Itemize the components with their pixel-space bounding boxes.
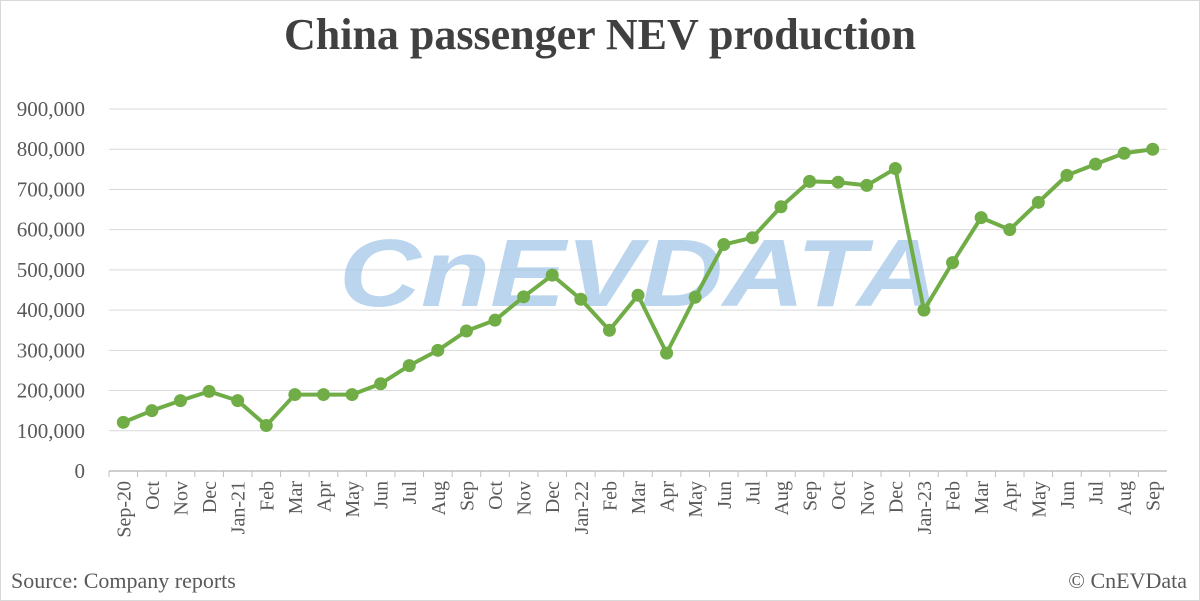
x-tick-label: Jan-21 — [228, 481, 250, 534]
x-tick-label: Sep-20 — [113, 481, 135, 538]
x-tick-label: Jul — [742, 481, 764, 505]
x-tick-label: May — [685, 481, 707, 518]
x-tick-label: Apr — [1000, 481, 1022, 512]
data-point — [545, 268, 559, 282]
data-point — [602, 323, 616, 337]
data-point — [202, 384, 216, 398]
x-tick-label: Jul — [1086, 481, 1108, 505]
x-tick-label: Apr — [313, 481, 335, 512]
data-point — [402, 359, 416, 373]
data-point — [316, 388, 330, 402]
y-axis-tick-labels: 0 100,000 200,000 300,000 400,000 500,000 600,… — [17, 97, 85, 483]
data-point — [517, 290, 531, 304]
y-tick-label: 800,000 — [17, 137, 85, 161]
y-tick-label: 500,000 — [17, 258, 85, 282]
x-tick-label: Sep — [1143, 481, 1165, 511]
data-point — [774, 200, 788, 214]
watermark-logo: CnEVDATA — [339, 220, 939, 327]
x-tick-label: Nov — [857, 481, 879, 515]
data-point — [173, 394, 187, 408]
x-tick-label: Mar — [971, 481, 993, 515]
x-tick-label: Jan-23 — [914, 481, 936, 534]
y-tick-label: 0 — [75, 459, 86, 483]
x-tick-label: Dec — [885, 481, 907, 513]
data-point — [631, 288, 645, 302]
x-tick-label: Jan-22 — [571, 481, 593, 534]
data-point — [431, 343, 445, 357]
data-point — [259, 419, 273, 433]
data-point — [288, 388, 302, 402]
x-tick-label: Feb — [943, 481, 965, 511]
data-point — [116, 415, 130, 429]
x-tick-label: Sep — [800, 481, 822, 511]
x-tick-label: Jun — [714, 481, 736, 509]
gridlines — [109, 108, 1167, 432]
x-tick-label: Aug — [428, 481, 450, 515]
y-tick-label: 400,000 — [17, 298, 85, 322]
x-tick-label: Nov — [170, 481, 192, 515]
y-tick-label: 200,000 — [17, 379, 85, 403]
data-point — [888, 162, 902, 176]
x-tick-label: Nov — [514, 481, 536, 515]
data-point — [745, 231, 759, 245]
data-point — [803, 174, 817, 188]
x-tick-label: Oct — [828, 481, 850, 510]
y-tick-label: 700,000 — [17, 177, 85, 201]
x-tick-label: Feb — [599, 481, 621, 511]
y-tick-label: 100,000 — [17, 419, 85, 443]
data-point — [660, 346, 674, 360]
data-point — [345, 388, 359, 402]
data-point — [688, 290, 702, 304]
data-point — [1031, 195, 1045, 209]
data-point — [974, 211, 988, 225]
x-tick-label: Jun — [1057, 481, 1079, 509]
x-tick-label: Mar — [285, 481, 307, 515]
chart-title: China passenger NEV production — [283, 10, 917, 59]
data-point — [1003, 223, 1017, 237]
data-point — [231, 394, 245, 408]
data-point — [374, 377, 388, 391]
x-tick-label: Dec — [542, 481, 564, 513]
x-tick-label: Apr — [657, 481, 679, 512]
x-tick-label: Mar — [628, 481, 650, 515]
x-tick-label: Feb — [256, 481, 278, 511]
source-note: Source: Company reports — [11, 568, 236, 593]
data-point — [488, 313, 502, 327]
data-point — [917, 303, 931, 317]
data-point — [717, 238, 731, 252]
x-tick-label: Dec — [199, 481, 221, 513]
x-tick-label: May — [1028, 481, 1050, 518]
y-tick-label: 300,000 — [17, 338, 85, 362]
data-point — [574, 292, 588, 306]
x-tick-label: Jul — [399, 481, 421, 505]
data-point — [860, 178, 874, 192]
x-tick-label: Aug — [1114, 481, 1136, 515]
y-tick-label: 600,000 — [17, 218, 85, 242]
series-layer — [116, 142, 1160, 433]
watermark-layer: CnEVDATA — [339, 220, 939, 327]
x-tick-label: Oct — [142, 481, 164, 510]
data-point — [459, 324, 473, 338]
x-tick-label: Sep — [456, 481, 478, 511]
data-point — [1146, 142, 1160, 156]
x-axis: Sep-20 Oct Nov Dec Jan-21 Feb Mar Apr May Jun Jul A… — [108, 470, 1167, 538]
data-point — [145, 404, 159, 418]
data-point — [1060, 168, 1074, 182]
x-tick-label: Oct — [485, 481, 507, 510]
copyright-note: © CnEVData — [1068, 568, 1187, 593]
data-point — [831, 175, 845, 189]
x-tick-label: Aug — [771, 481, 793, 515]
data-point — [946, 256, 960, 270]
x-tick-label: May — [342, 481, 364, 518]
y-tick-label: 900,000 — [17, 97, 85, 121]
data-point — [1089, 157, 1103, 171]
data-point — [1117, 146, 1131, 160]
x-tick-label: Jun — [371, 481, 393, 509]
